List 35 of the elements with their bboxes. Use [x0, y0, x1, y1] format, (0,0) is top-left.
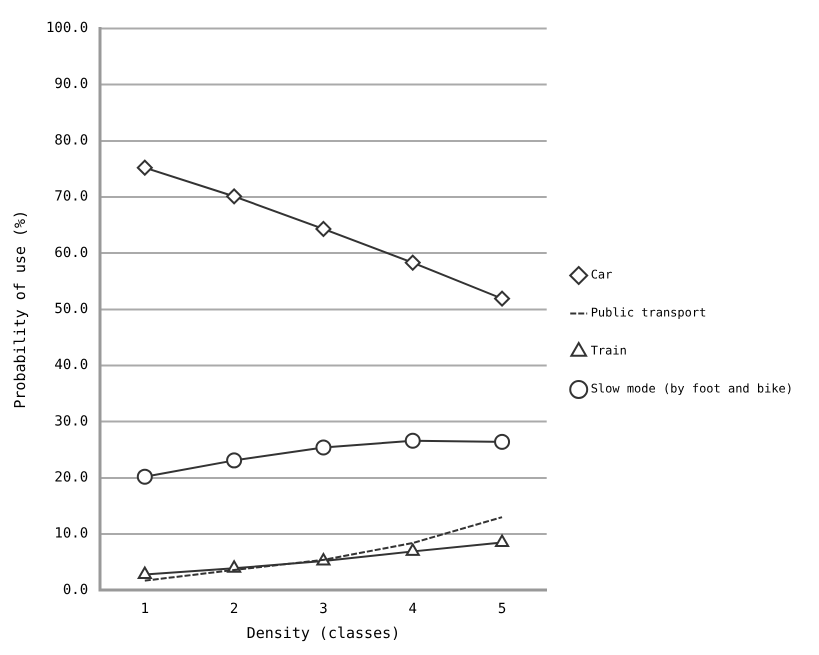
legend-label: Public transport	[590, 306, 706, 320]
point	[136, 468, 153, 485]
y-tick-label: 70.0	[54, 188, 88, 205]
point	[315, 220, 332, 237]
y-tick-label: 30.0	[54, 413, 88, 430]
point	[315, 440, 332, 456]
point	[404, 432, 421, 449]
y-tick-label: 20.0	[54, 469, 88, 486]
point	[494, 534, 510, 547]
point	[494, 290, 510, 307]
legend-label: Slow mode (by foot and bike)	[590, 382, 794, 396]
y-tick-label: 100.0	[46, 20, 88, 36]
y-tick-label: 50.0	[54, 300, 88, 317]
y-axis-title: Probability of use (%)	[10, 210, 29, 409]
x-tick-label: 1	[140, 601, 150, 618]
x-tick-label: 3	[319, 601, 328, 618]
legend-label: Car	[590, 268, 612, 282]
x-tick-label: 2	[230, 601, 238, 618]
point	[138, 566, 152, 579]
x-tick-label: 5	[498, 601, 506, 618]
y-tick-label: 60.0	[54, 244, 88, 261]
y-tick-label: 40.0	[54, 357, 88, 374]
point	[226, 452, 242, 468]
point	[226, 188, 242, 204]
x-axis-title: Density (classes)	[246, 624, 400, 642]
y-tick-label: 90.0	[54, 76, 88, 92]
point	[136, 160, 153, 176]
point	[494, 434, 510, 450]
x-tick-label: 4	[408, 601, 417, 618]
point	[406, 543, 420, 556]
y-tick-label: 0.0	[62, 582, 88, 598]
y-tick-label: 10.0	[54, 526, 88, 542]
point	[404, 254, 421, 271]
legend-label: Train	[590, 344, 627, 358]
y-tick-label: 80.0	[54, 132, 88, 148]
